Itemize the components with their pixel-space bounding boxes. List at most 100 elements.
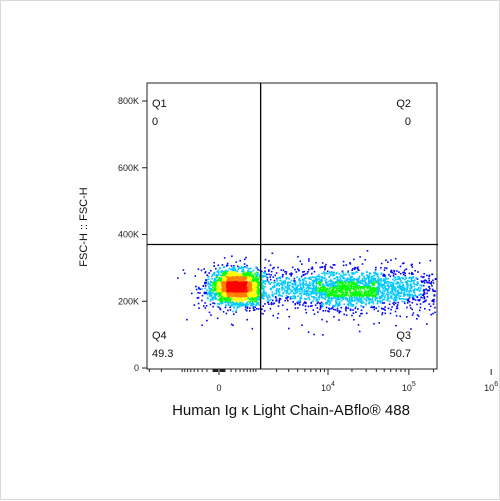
event-dot: [283, 288, 285, 290]
event-dot: [359, 256, 361, 258]
event-dot: [355, 287, 358, 289]
event-dot: [277, 290, 280, 292]
event-dot: [225, 269, 227, 272]
event-dot: [353, 286, 355, 289]
event-dot: [322, 293, 324, 295]
event-dot: [242, 274, 245, 276]
event-dot: [323, 293, 326, 295]
event-dot: [315, 279, 317, 281]
event-dot: [345, 297, 347, 299]
event-dot: [321, 304, 323, 306]
event-dot: [401, 290, 403, 292]
event-dot: [327, 285, 329, 288]
event-dot: [393, 282, 395, 285]
event-dot: [249, 276, 251, 278]
event-dot: [222, 279, 224, 281]
event-dot: [223, 273, 226, 275]
event-dot: [227, 300, 230, 302]
event-dot: [241, 280, 244, 283]
event-dot: [246, 274, 249, 277]
event-dot: [349, 308, 352, 311]
event-dot: [209, 287, 212, 290]
event-dot: [232, 290, 235, 292]
event-dot: [245, 274, 247, 276]
event-dot: [235, 280, 237, 282]
event-dot: [349, 262, 351, 264]
event-dot: [364, 286, 366, 288]
event-dot: [292, 283, 294, 286]
plot-frame: [146, 82, 438, 370]
event-dot: [211, 296, 213, 299]
event-dot: [349, 280, 352, 283]
event-dot: [345, 294, 348, 297]
event-dot: [316, 292, 319, 294]
event-dot: [402, 271, 404, 274]
event-dot: [230, 265, 233, 267]
event-dot: [229, 294, 232, 296]
event-dot: [356, 291, 358, 293]
event-dot: [344, 285, 346, 287]
event-dot: [247, 289, 249, 292]
event-dot: [417, 315, 420, 317]
event-dot: [345, 279, 347, 281]
event-dot: [269, 307, 272, 310]
event-dot: [289, 297, 292, 300]
event-dot: [391, 290, 394, 292]
event-dot: [411, 296, 414, 298]
event-dot: [358, 300, 360, 303]
event-dot: [322, 334, 324, 336]
event-dot: [316, 275, 318, 278]
event-dot: [367, 293, 370, 296]
event-dot: [228, 267, 231, 270]
event-dot: [219, 284, 221, 287]
event-dot: [248, 270, 250, 273]
event-dot: [231, 269, 234, 272]
event-dot: [372, 300, 374, 303]
event-dot: [387, 281, 390, 283]
event-dot: [326, 290, 328, 292]
event-dot: [214, 282, 216, 284]
event-dot: [420, 285, 423, 287]
event-dot: [216, 292, 219, 294]
event-dot: [251, 273, 254, 276]
event-dot: [362, 294, 365, 297]
event-dot: [290, 273, 292, 276]
event-dot: [418, 309, 421, 312]
event-dot: [381, 286, 384, 288]
event-dot: [240, 288, 243, 290]
event-dot: [264, 303, 266, 305]
event-dot: [358, 297, 361, 299]
event-dot: [225, 277, 227, 279]
y-tick-label: 0: [134, 363, 139, 373]
event-dot: [216, 284, 219, 287]
event-dot: [253, 300, 256, 303]
event-dot: [274, 274, 276, 277]
event-dot: [213, 289, 216, 292]
event-dot: [420, 275, 423, 278]
event-dot: [337, 283, 339, 286]
event-dot: [235, 301, 237, 303]
event-dot: [326, 283, 329, 285]
event-dot: [227, 278, 230, 281]
event-dot: [398, 297, 400, 299]
event-dot: [316, 290, 318, 292]
event-dot: [334, 297, 336, 299]
event-dot: [383, 269, 386, 271]
event-dot: [327, 297, 330, 300]
event-dot: [231, 285, 233, 288]
event-dot: [380, 272, 383, 274]
event-dot: [251, 300, 253, 302]
event-dot: [227, 288, 230, 290]
event-dot: [266, 300, 269, 302]
event-dot: [251, 286, 253, 289]
event-dot: [384, 288, 387, 290]
event-dot: [288, 288, 291, 290]
event-dot: [409, 284, 411, 287]
event-dot: [387, 261, 389, 263]
event-dot: [330, 279, 333, 282]
event-dot: [399, 278, 402, 281]
event-dot: [400, 281, 403, 284]
event-dot: [390, 271, 392, 273]
x-axis-title: Human Ig κ Light Chain-ABflo® 488: [172, 402, 410, 419]
event-dot: [271, 299, 274, 302]
